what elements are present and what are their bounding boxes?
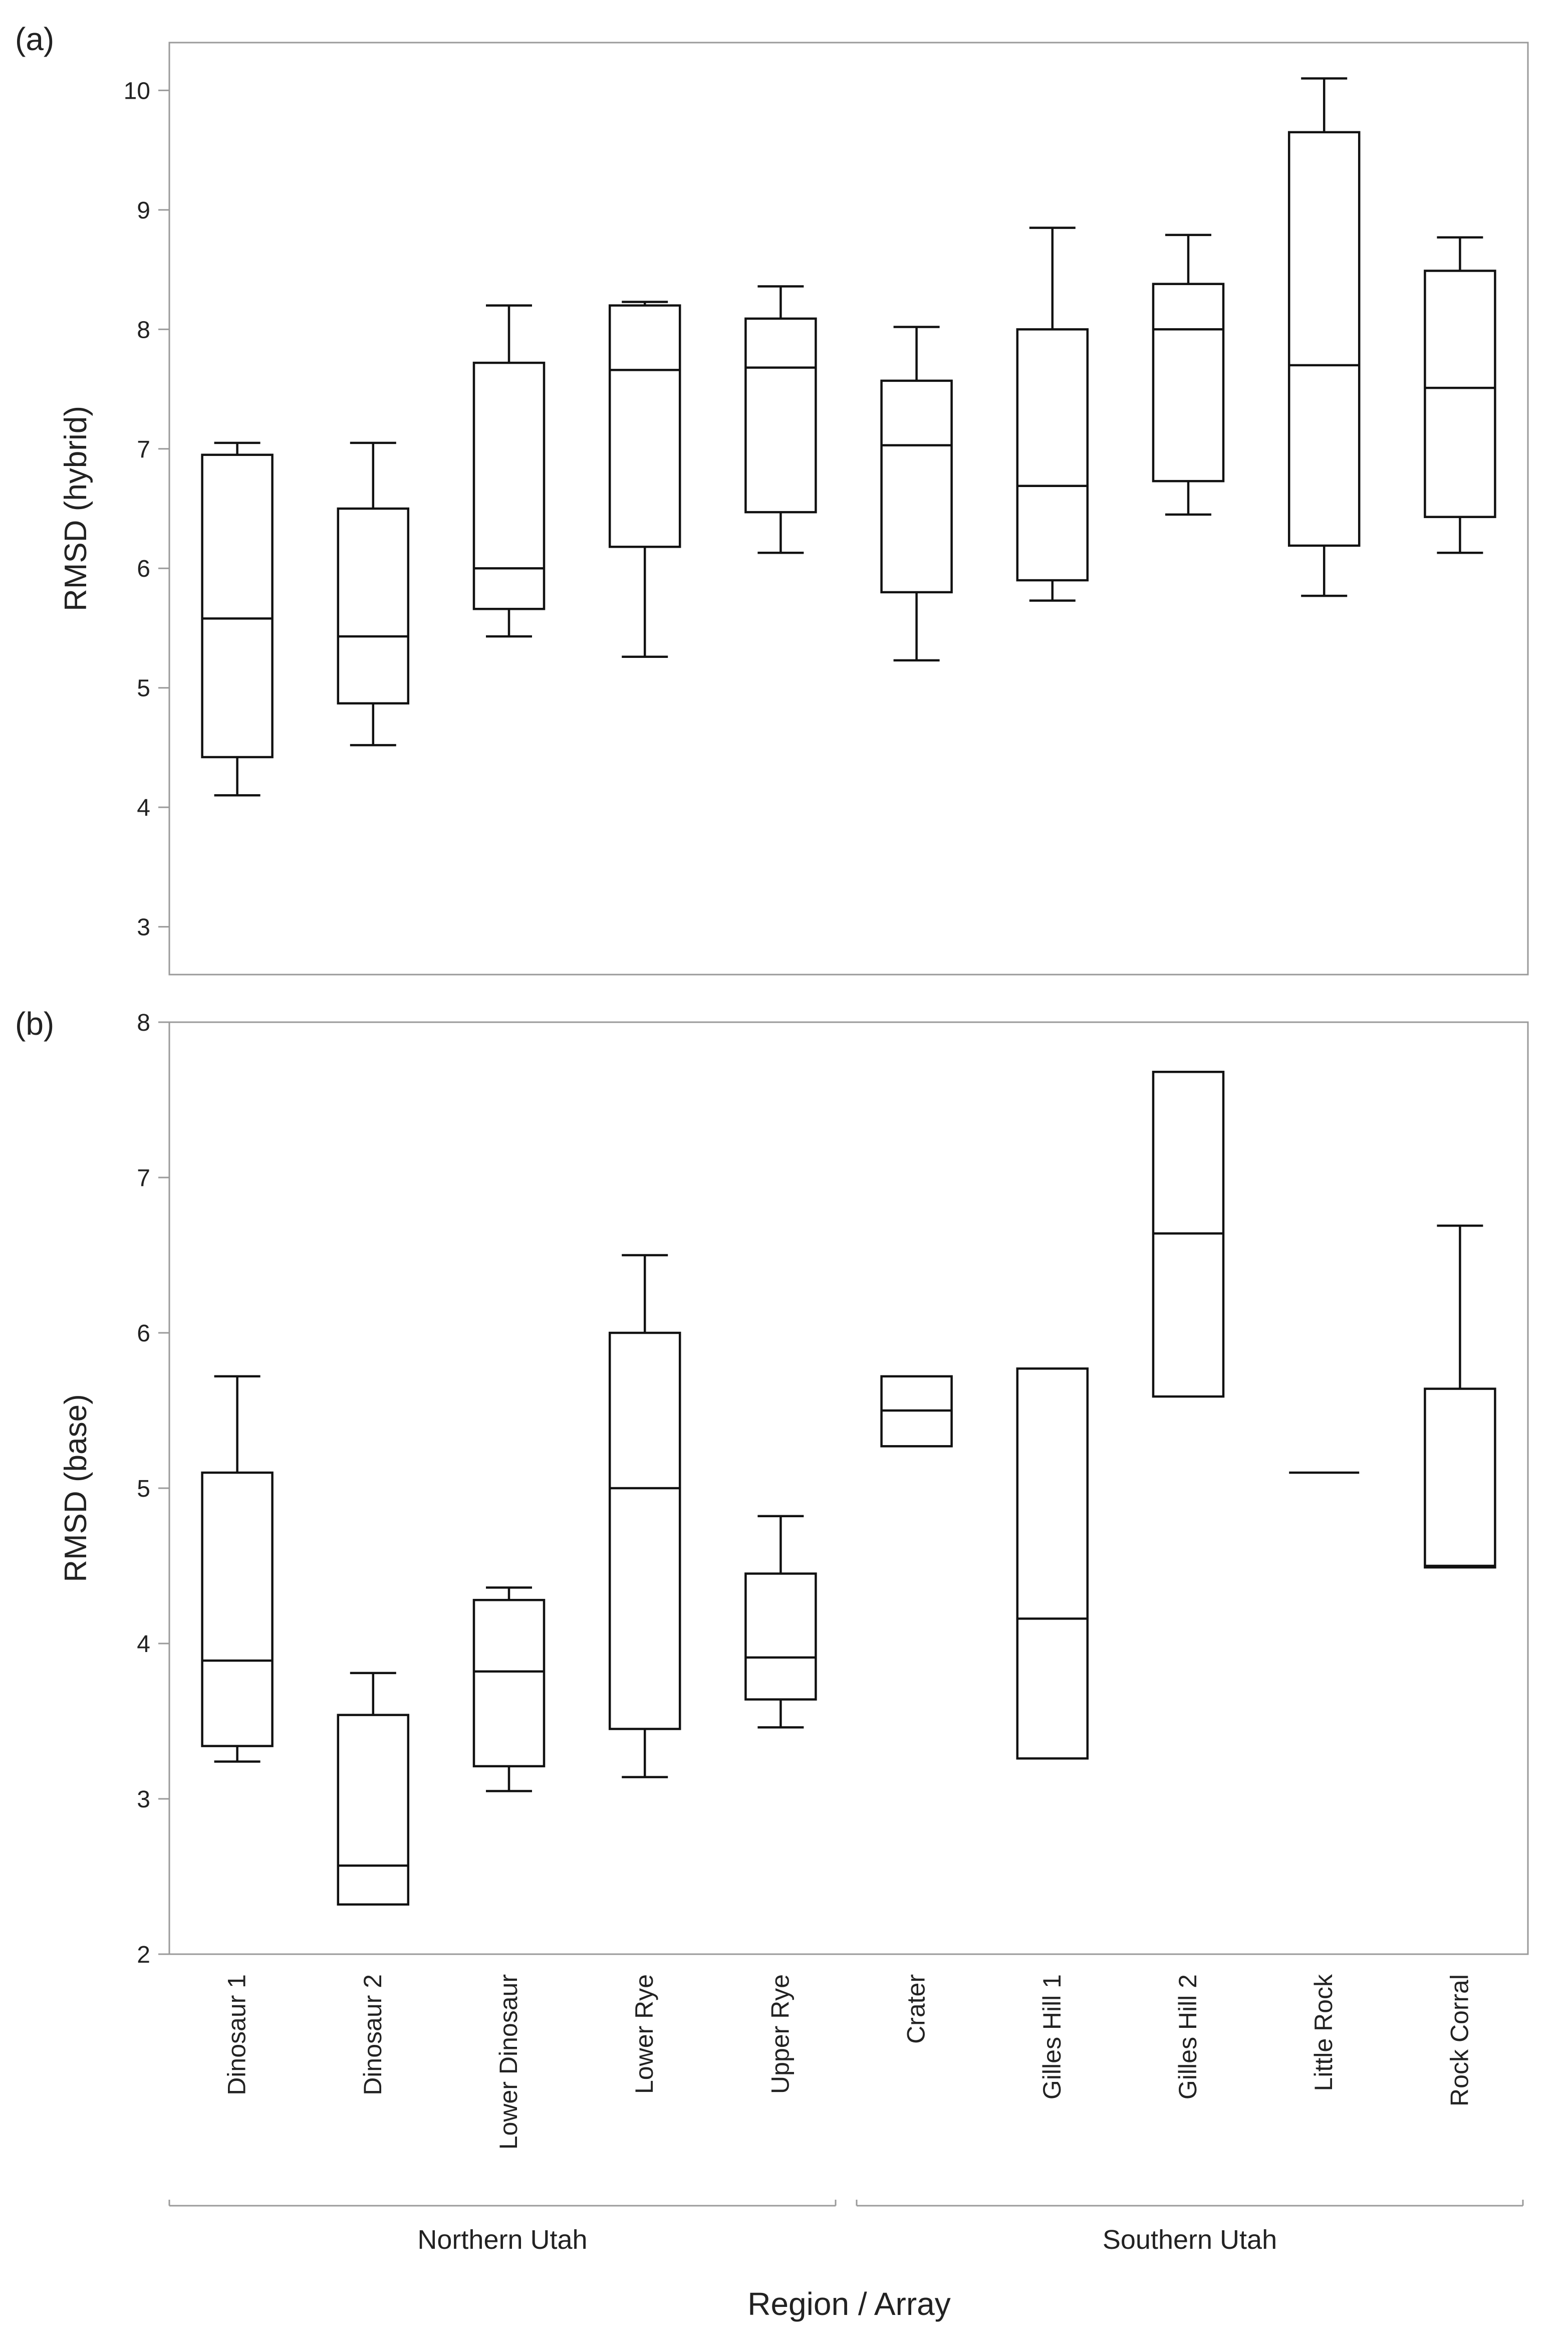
panel-a-y-tick-label-6: 6	[137, 556, 150, 582]
panel-a-y-ticks: 3 4 5 6 7 8 9 10	[124, 78, 169, 941]
x-category-label-gilles-hill-1: Gilles Hill 1	[1038, 1974, 1066, 2099]
panel-a-y-tick-label-7: 7	[137, 436, 150, 463]
panel-b-box-lower-dinosaur	[472, 1586, 546, 1792]
panel-b-y-tick-label-7: 7	[137, 1165, 150, 1192]
iqr-box	[608, 1331, 681, 1730]
panel-a-y-tick-label-5: 5	[137, 675, 150, 702]
iqr-box	[880, 379, 953, 594]
panel-a-y-axis-title: RMSD (hybrid)	[59, 406, 93, 611]
panel-a-box-gilles-hill-2	[1152, 233, 1225, 516]
panel-b-y-tick-label-5: 5	[137, 1476, 150, 1502]
panel-a-boxes	[201, 77, 1496, 797]
panel-b-y-ticks: 2 3 4 5 6 7 8	[137, 1010, 169, 1968]
panel-a-box-crater	[880, 326, 953, 662]
x-axis-category-labels: Dinosaur 1 Dinosaur 2 Lower Dinosaur Lower …	[223, 1974, 1474, 2150]
iqr-box	[1016, 1367, 1089, 1760]
iqr-box	[201, 1471, 274, 1747]
panel-b-y-tick-label-4: 4	[137, 1631, 150, 1658]
group-label-northern-utah: Northern Utah	[417, 2225, 587, 2255]
panel-a-box-gilles-hill-1	[1016, 226, 1089, 602]
panel-b-box-lower-rye	[608, 1254, 681, 1778]
panel-b-box-gilles-hill-1	[1016, 1367, 1089, 1760]
iqr-box	[337, 1714, 410, 1906]
x-axis-title: Region / Array	[747, 2286, 951, 2322]
x-category-label-lower-rye: Lower Rye	[630, 1974, 658, 2094]
panel-a-y-tick-label-4: 4	[137, 795, 150, 821]
panel-b-label: (b)	[15, 1006, 54, 1042]
panel-a-box-rock-corral	[1424, 236, 1496, 554]
panel-a-y-tick-label-3: 3	[137, 914, 150, 941]
panel-b-box-upper-rye	[744, 1515, 817, 1729]
panel-a-box-little-rock	[1287, 77, 1361, 597]
iqr-box	[1016, 328, 1089, 582]
panel-b-y-axis-title: RMSD (base)	[59, 1394, 93, 1582]
panel-a-plot-frame	[168, 42, 1529, 976]
iqr-box	[744, 1572, 817, 1701]
x-category-label-upper-rye: Upper Rye	[766, 1974, 794, 2094]
x-category-label-crater: Crater	[902, 1974, 930, 2044]
x-category-label-rock-corral: Rock Corral	[1445, 1974, 1473, 2106]
panel-b-y-tick-label-6: 6	[137, 1320, 150, 1347]
panel-b-box-dinosaur-2	[337, 1672, 410, 1906]
panel-a-box-upper-rye	[744, 285, 817, 554]
panel-b-y-tick-label-2: 2	[137, 1942, 150, 1968]
panel-a-box-dinosaur-1	[201, 441, 274, 797]
panel-b: (b) RMSD (base) 2 3 4 5 6 7 8	[15, 1006, 1529, 1968]
panel-a-box-dinosaur-2	[337, 441, 410, 747]
group-label-southern-utah: Southern Utah	[1103, 2225, 1277, 2255]
panel-a-y-tick-label-9: 9	[137, 197, 150, 224]
panel-b-y-tick-label-3: 3	[137, 1786, 150, 1813]
iqr-box	[744, 317, 817, 514]
panel-b-box-rock-corral	[1424, 1224, 1496, 1569]
x-category-label-dinosaur-1: Dinosaur 1	[223, 1974, 251, 2095]
iqr-box	[472, 361, 546, 610]
x-category-label-little-rock: Little Rock	[1310, 1974, 1338, 2091]
panel-a-y-tick-label-8: 8	[137, 317, 150, 343]
iqr-box	[1424, 1387, 1496, 1569]
panel-a-box-lower-dinosaur	[472, 304, 546, 638]
panel-b-boxes	[201, 1070, 1496, 1906]
iqr-box	[201, 453, 274, 759]
x-category-label-lower-dinosaur: Lower Dinosaur	[494, 1974, 522, 2150]
iqr-box	[337, 507, 410, 705]
panel-a: (a) RMSD (hybrid) 3 4 5 6 7 8 9 10	[15, 21, 1529, 976]
iqr-box	[1287, 131, 1361, 547]
x-category-label-gilles-hill-2: Gilles Hill 2	[1174, 1974, 1202, 2099]
panel-b-y-tick-label-8: 8	[137, 1010, 150, 1036]
panel-a-y-tick-label-10: 10	[124, 78, 150, 104]
panel-a-label: (a)	[15, 21, 54, 57]
panel-b-box-gilles-hill-2	[1152, 1070, 1225, 1398]
iqr-box	[472, 1598, 546, 1768]
iqr-box	[608, 304, 681, 548]
iqr-box	[1152, 283, 1225, 483]
panel-b-box-dinosaur-1	[201, 1375, 274, 1763]
x-category-label-dinosaur-2: Dinosaur 2	[359, 1974, 387, 2095]
panel-b-box-crater	[880, 1375, 953, 1448]
iqr-box	[1424, 270, 1496, 518]
panel-a-box-lower-rye	[608, 301, 681, 658]
